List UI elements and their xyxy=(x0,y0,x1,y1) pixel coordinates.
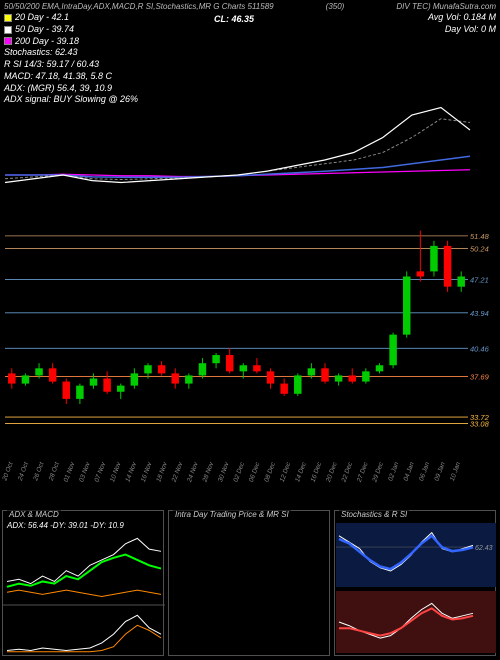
svg-text:29 Dec: 29 Dec xyxy=(371,461,385,484)
svg-text:33.08: 33.08 xyxy=(470,420,490,429)
stoch-title: Stochastics & R SI xyxy=(339,510,409,519)
avg-vol: Avg Vol: 0.184 M xyxy=(428,12,496,24)
svg-text:08 Dec: 08 Dec xyxy=(263,461,277,483)
svg-text:07 Nov: 07 Nov xyxy=(94,461,108,483)
day-vol: Day Vol: 0 M xyxy=(428,24,496,36)
svg-text:06 Dec: 06 Dec xyxy=(248,461,262,483)
svg-text:12 Dec: 12 Dec xyxy=(279,461,293,483)
stoch-rsi-panel: Stochastics & R SI 62.43 xyxy=(334,510,496,656)
ema-panel xyxy=(0,100,500,190)
ema200-label: 200 Day - 39.18 xyxy=(4,36,138,48)
svg-text:10 Nov: 10 Nov xyxy=(109,461,123,483)
svg-text:10 Jan: 10 Jan xyxy=(449,461,462,482)
close-price: CL: 46.35 xyxy=(214,14,254,26)
svg-text:40.46: 40.46 xyxy=(470,344,490,353)
svg-text:14 Nov: 14 Nov xyxy=(124,461,138,483)
svg-text:30 Nov: 30 Nov xyxy=(217,461,231,483)
svg-text:01 Nov: 01 Nov xyxy=(63,461,77,483)
svg-text:28 Nov: 28 Nov xyxy=(201,461,215,484)
macd-label: MACD: 47.18, 41.38, 5.8 C xyxy=(4,71,138,83)
ema50-label: 50 Day - 39.74 xyxy=(4,24,138,36)
svg-text:43.94: 43.94 xyxy=(470,309,489,318)
chart-header: 50/50/200 EMA,IntraDay,ADX,MACD,R SI,Sto… xyxy=(4,2,496,97)
svg-text:20 Oct: 20 Oct xyxy=(1,460,15,482)
rsi-label: R SI 14/3: 59.17 / 60.43 xyxy=(4,59,138,71)
svg-text:16 Dec: 16 Dec xyxy=(310,461,324,483)
svg-text:62.43: 62.43 xyxy=(475,545,493,552)
svg-text:02 Jan: 02 Jan xyxy=(387,461,400,482)
svg-text:27 Dec: 27 Dec xyxy=(356,461,370,484)
adx-macd-panel: ADX & MACD ADX: 56.44 -DY: 39.01 -DY: 10… xyxy=(2,510,164,656)
svg-text:47.21: 47.21 xyxy=(470,275,489,284)
svg-text:06 Jan: 06 Jan xyxy=(418,461,431,482)
svg-text:50.24: 50.24 xyxy=(470,245,489,254)
svg-text:20 Dec: 20 Dec xyxy=(325,461,339,484)
stoch-label: Stochastics: 62.43 xyxy=(4,47,138,59)
svg-text:28 Oct: 28 Oct xyxy=(47,460,61,482)
header-brand: DIV TEC) MunafaSutra.com xyxy=(396,2,496,12)
svg-text:09 Jan: 09 Jan xyxy=(433,461,446,482)
adx-label: ADX: (MGR) 56.4, 39, 10.9 xyxy=(4,83,138,95)
svg-text:02 Dec: 02 Dec xyxy=(232,461,246,483)
svg-text:26 Oct: 26 Oct xyxy=(32,460,46,482)
svg-text:24 Oct: 24 Oct xyxy=(17,460,31,482)
adx-panel-title: ADX & MACD xyxy=(7,510,61,519)
svg-text:16 Nov: 16 Nov xyxy=(140,461,154,483)
svg-text:04 Jan: 04 Jan xyxy=(403,461,416,482)
svg-text:37.69: 37.69 xyxy=(470,373,490,382)
svg-text:51.48: 51.48 xyxy=(470,232,490,241)
ema20-label: 20 Day - 42.1 xyxy=(4,12,138,24)
svg-text:24 Nov: 24 Nov xyxy=(186,461,200,484)
svg-text:22 Nov: 22 Nov xyxy=(170,461,184,484)
header-center: (350) xyxy=(326,2,345,12)
intraday-panel: Intra Day Trading Price & MR SI xyxy=(168,510,330,656)
header-title: 50/50/200 EMA,IntraDay,ADX,MACD,R SI,Sto… xyxy=(4,2,274,12)
adx-stat: ADX: 56.44 -DY: 39.01 -DY: 10.9 xyxy=(7,521,124,530)
svg-text:22 Dec: 22 Dec xyxy=(340,461,354,484)
svg-text:03 Nov: 03 Nov xyxy=(78,461,92,483)
intraday-title: Intra Day Trading Price & MR SI xyxy=(173,510,291,519)
candlestick-panel: 51.4850.2447.2143.9440.4637.6933.7233.08… xyxy=(0,195,500,505)
svg-text:14 Dec: 14 Dec xyxy=(294,461,308,483)
svg-text:18 Nov: 18 Nov xyxy=(155,461,169,483)
